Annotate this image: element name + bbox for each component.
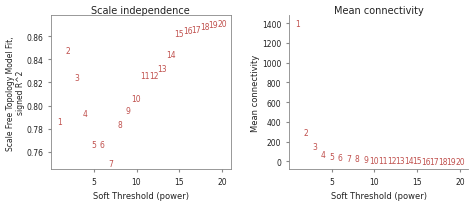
Text: 20: 20 [455, 157, 465, 166]
Y-axis label: Scale Free Topology Model Fit,
signed R^2: Scale Free Topology Model Fit, signed R^… [6, 36, 25, 150]
Text: 4: 4 [83, 110, 88, 119]
Text: 18: 18 [438, 157, 447, 166]
Text: 14: 14 [404, 157, 413, 166]
Text: 16: 16 [421, 157, 430, 166]
Text: 2: 2 [66, 46, 71, 55]
X-axis label: Soft Threshold (power): Soft Threshold (power) [331, 192, 427, 200]
Text: 11: 11 [378, 156, 388, 165]
Text: 17: 17 [191, 26, 201, 35]
Text: 12: 12 [387, 156, 396, 165]
Text: 8: 8 [117, 120, 122, 129]
Text: 18: 18 [200, 23, 210, 32]
Text: 2: 2 [303, 129, 308, 138]
Text: 13: 13 [157, 65, 167, 74]
Text: 4: 4 [320, 150, 326, 159]
Text: 5: 5 [329, 152, 334, 161]
Text: 13: 13 [395, 157, 405, 165]
X-axis label: Soft Threshold (power): Soft Threshold (power) [93, 192, 189, 200]
Text: 20: 20 [217, 20, 227, 29]
Text: 3: 3 [74, 74, 79, 83]
Text: 5: 5 [91, 141, 96, 150]
Text: 10: 10 [370, 156, 379, 165]
Text: 10: 10 [132, 95, 141, 104]
Text: 3: 3 [312, 142, 317, 151]
Text: 9: 9 [126, 106, 130, 115]
Text: 11: 11 [140, 72, 150, 81]
Text: 19: 19 [447, 157, 456, 166]
Text: 7: 7 [109, 159, 113, 168]
Text: 15: 15 [412, 157, 422, 166]
Text: 17: 17 [429, 157, 439, 166]
Y-axis label: Mean connectivity: Mean connectivity [251, 54, 260, 131]
Text: 12: 12 [149, 72, 158, 81]
Text: 1: 1 [57, 118, 62, 127]
Text: 6: 6 [337, 153, 343, 162]
Text: 15: 15 [174, 30, 184, 39]
Text: 8: 8 [355, 155, 360, 164]
Text: 19: 19 [209, 21, 219, 30]
Text: 1: 1 [295, 20, 300, 29]
Title: Mean connectivity: Mean connectivity [334, 6, 423, 15]
Text: 6: 6 [100, 141, 105, 150]
Text: 7: 7 [346, 154, 351, 163]
Text: 16: 16 [183, 27, 192, 36]
Title: Scale independence: Scale independence [91, 6, 190, 15]
Text: 9: 9 [364, 155, 368, 164]
Text: 14: 14 [166, 51, 175, 60]
